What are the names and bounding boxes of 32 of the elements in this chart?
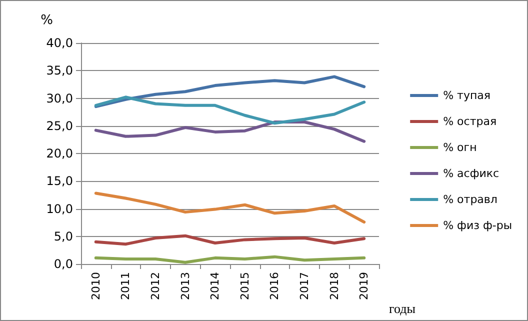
legend-label: % огн xyxy=(443,141,477,154)
y-tick-label: 20,0 xyxy=(46,146,73,160)
x-tick-label: 2015 xyxy=(238,272,252,300)
legend-label: % физ ф-ры xyxy=(443,219,512,232)
x-tick-label: 2018 xyxy=(328,272,341,300)
legend-label: % отравл xyxy=(443,193,498,206)
x-tick-label: 2013 xyxy=(178,272,192,300)
x-axis-title: годы xyxy=(389,301,416,316)
x-tick-label: 2014 xyxy=(208,272,222,300)
x-tick-label: 2010 xyxy=(89,272,102,300)
y-tick-label: 30,0 xyxy=(46,91,73,106)
y-tick-label: 35,0 xyxy=(46,64,73,78)
line-series xyxy=(94,120,366,143)
y-tick-label: 40,0 xyxy=(46,36,73,50)
legend-label: % острая xyxy=(443,115,497,128)
legend-label: % асфикс xyxy=(443,167,500,180)
line-series xyxy=(94,75,366,108)
y-axis-title: % xyxy=(40,13,53,28)
legend-label: % тупая xyxy=(443,89,491,102)
y-tick-label: 0,0 xyxy=(54,257,73,271)
x-tick-label: 2012 xyxy=(149,272,162,300)
x-tick-label: 2011 xyxy=(119,272,132,300)
x-tick-label: 2017 xyxy=(298,272,311,300)
line-series xyxy=(94,96,366,125)
y-tick-label: 10,0 xyxy=(46,202,73,216)
y-tick-label: 25,0 xyxy=(46,118,73,133)
line-series xyxy=(94,234,366,246)
line-series xyxy=(94,192,366,224)
x-tick-label: 2019 xyxy=(358,272,371,300)
x-tick-label: 2016 xyxy=(268,272,282,300)
y-tick-label: 5,0 xyxy=(54,229,73,244)
y-tick-label: 15,0 xyxy=(46,174,73,188)
